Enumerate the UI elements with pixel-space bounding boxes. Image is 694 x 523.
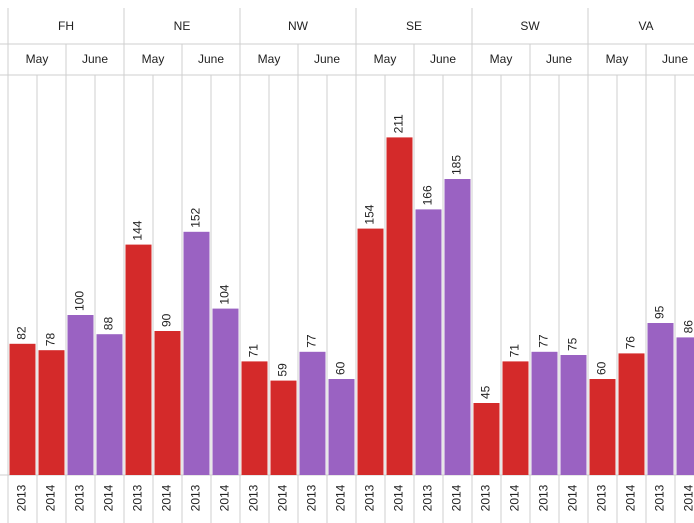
month-label: May [26, 52, 49, 66]
value-label: 59 [276, 363, 290, 377]
month-label: June [430, 52, 456, 66]
month-label: June [662, 52, 688, 66]
bar [38, 350, 65, 475]
year-label: 2014 [218, 484, 232, 511]
month-label: June [82, 52, 108, 66]
year-label: 2013 [131, 484, 145, 511]
year-label: 2014 [566, 484, 580, 511]
value-label: 90 [160, 313, 174, 327]
value-label: 154 [363, 204, 377, 224]
bar [618, 353, 645, 475]
bar [444, 179, 471, 475]
month-label: June [546, 52, 572, 66]
bar [154, 331, 181, 475]
value-label: 82 [15, 326, 29, 340]
bar [9, 343, 36, 475]
bar [299, 351, 326, 475]
year-label: 2013 [363, 484, 377, 511]
value-label: 152 [189, 207, 203, 227]
bar [67, 315, 94, 475]
year-label: 2013 [479, 484, 493, 511]
value-label: 166 [421, 185, 435, 205]
bar [386, 137, 413, 475]
bar [96, 334, 123, 475]
value-label: 76 [624, 336, 638, 350]
year-label: 2014 [334, 484, 348, 511]
bar [589, 379, 616, 475]
month-label: June [314, 52, 340, 66]
region-label: NE [174, 19, 191, 33]
month-label: May [258, 52, 281, 66]
month-label: May [606, 52, 629, 66]
month-label: June [198, 52, 224, 66]
bar [328, 379, 355, 475]
bar [270, 380, 297, 475]
value-label: 88 [102, 317, 116, 331]
month-label: May [374, 52, 397, 66]
year-label: 2014 [392, 484, 406, 511]
bar [647, 323, 674, 475]
bar [676, 337, 694, 475]
year-label: 2013 [537, 484, 551, 511]
value-label: 71 [247, 344, 261, 358]
year-label: 2013 [305, 484, 319, 511]
value-label: 144 [131, 220, 145, 240]
value-label: 71 [508, 344, 522, 358]
year-label: 2014 [276, 484, 290, 511]
region-label: FH [58, 19, 74, 33]
month-label: May [490, 52, 513, 66]
bar [125, 244, 152, 475]
value-label: 78 [44, 333, 58, 347]
value-label: 60 [334, 361, 348, 375]
bar [357, 228, 384, 475]
year-label: 2013 [15, 484, 29, 511]
value-label: 77 [305, 334, 319, 348]
bar [183, 231, 210, 475]
value-label: 185 [450, 155, 464, 175]
value-label: 60 [595, 361, 609, 375]
region-label: VA [638, 19, 653, 33]
value-label: 86 [682, 320, 694, 334]
region-label: SE [406, 19, 422, 33]
month-label: May [142, 52, 165, 66]
year-label: 2014 [624, 484, 638, 511]
value-label: 75 [566, 337, 580, 351]
bar [241, 361, 268, 475]
value-label: 95 [653, 305, 667, 319]
value-label: 77 [537, 334, 551, 348]
bar [531, 351, 558, 475]
region-label: NW [288, 19, 309, 33]
value-label: 45 [479, 385, 493, 399]
year-label: 2014 [44, 484, 58, 511]
year-label: 2013 [73, 484, 87, 511]
bar [502, 361, 529, 475]
year-label: 2014 [450, 484, 464, 511]
year-label: 2013 [653, 484, 667, 511]
bar [212, 308, 239, 475]
region-label: SW [520, 19, 540, 33]
year-label: 2014 [102, 484, 116, 511]
bar [560, 355, 587, 475]
year-label: 2014 [508, 484, 522, 511]
value-label: 100 [73, 291, 87, 311]
year-label: 2013 [189, 484, 203, 511]
year-label: 2013 [247, 484, 261, 511]
year-label: 2013 [595, 484, 609, 511]
year-label: 2014 [160, 484, 174, 511]
value-label: 104 [218, 284, 232, 304]
bar [415, 209, 442, 475]
bar [473, 403, 500, 475]
value-label: 211 [392, 114, 406, 133]
year-label: 2014 [682, 484, 694, 511]
year-label: 2013 [421, 484, 435, 511]
